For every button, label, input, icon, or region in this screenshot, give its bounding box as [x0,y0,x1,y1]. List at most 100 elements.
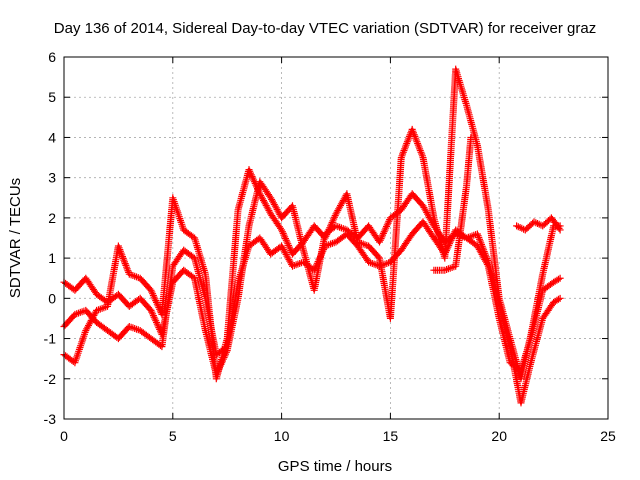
data-point [448,235,456,243]
data-point [149,312,157,320]
series-track-b [60,218,564,407]
data-point [380,228,388,236]
data-point [124,267,132,275]
data-point [484,256,492,264]
data-point [254,185,261,193]
data-layer [60,65,564,407]
data-point [313,261,321,269]
data-point [151,315,159,323]
data-point [245,166,253,174]
data-point [317,252,324,260]
y-tick-label: -2 [44,371,57,387]
data-point [513,222,521,230]
data-point [278,228,286,236]
data-point [318,249,326,257]
y-tick-label: -1 [44,331,57,347]
data-point [324,227,332,235]
data-point [324,229,331,237]
data-point [556,274,564,282]
x-tick-label: 15 [383,428,399,444]
data-point [385,217,393,225]
data-point [285,242,293,249]
data-point [555,275,562,283]
data-point [330,213,338,221]
x-axis-label: GPS time / hours [278,458,392,475]
y-tick-label: -3 [44,411,57,427]
data-point [416,145,424,153]
data-point [327,220,335,228]
data-point [556,294,564,302]
data-point [480,248,488,256]
data-point [321,234,329,242]
data-point [409,127,417,135]
data-point [477,239,485,247]
data-point [153,320,161,328]
y-tick-label: 4 [48,129,56,145]
data-point [412,136,420,144]
data-point [282,236,290,244]
data-point [310,266,318,274]
data-point [151,295,159,303]
series-track-d [513,214,564,234]
data-point [417,148,425,156]
y-tick-label: 0 [48,290,56,306]
data-point [285,243,293,251]
data-point [153,298,160,306]
data-point [286,245,294,253]
data-point [147,306,155,314]
data-point [119,254,127,262]
data-point [154,322,162,330]
data-point [247,169,254,177]
data-point [154,302,162,310]
data-point [320,246,328,253]
data-point [556,226,564,234]
data-point [555,224,563,232]
data-point [400,147,408,154]
data-point [482,253,490,261]
data-point [117,249,125,257]
x-tick-label: 5 [169,428,177,444]
data-point [479,244,487,252]
data-point [253,183,261,191]
series-track-c [60,65,564,383]
data-point [319,247,327,255]
data-point [250,178,258,186]
x-tick-label: 0 [60,428,68,444]
data-point [150,293,158,301]
data-point [383,223,390,230]
data-point [251,179,259,187]
y-tick-label: 6 [48,49,56,65]
y-tick-label: 5 [48,89,56,105]
data-point [331,212,339,220]
data-point [379,231,387,239]
data-point [278,226,286,234]
data-point [282,235,289,243]
data-point [379,229,387,237]
data-point [473,230,481,238]
data-point [383,221,391,229]
y-axis-label: SDTVAR / TECUs [7,178,24,298]
data-point [247,171,255,179]
data-point [148,288,156,296]
chart-title: Day 136 of 2014, Sidereal Day-to-day VTE… [54,20,596,37]
data-point [312,263,320,271]
data-point [555,295,562,303]
y-tick-label: 1 [48,250,56,266]
data-point [281,233,289,241]
plot-frame [63,56,609,420]
data-point [250,176,258,184]
data-point [377,235,385,243]
data-point [325,225,333,233]
data-point [316,254,324,262]
data-point [328,219,336,226]
data-point [376,238,383,246]
data-point [330,215,338,223]
data-point [150,313,158,321]
x-tick-label: 10 [274,428,290,444]
data-point [376,236,384,244]
axis-layer: 0 5 10 15 20 25 -3 -2 -1 0 1 2 3 4 5 6 [44,49,616,444]
x-tick-label: 25 [600,428,616,444]
data-point [467,133,475,141]
